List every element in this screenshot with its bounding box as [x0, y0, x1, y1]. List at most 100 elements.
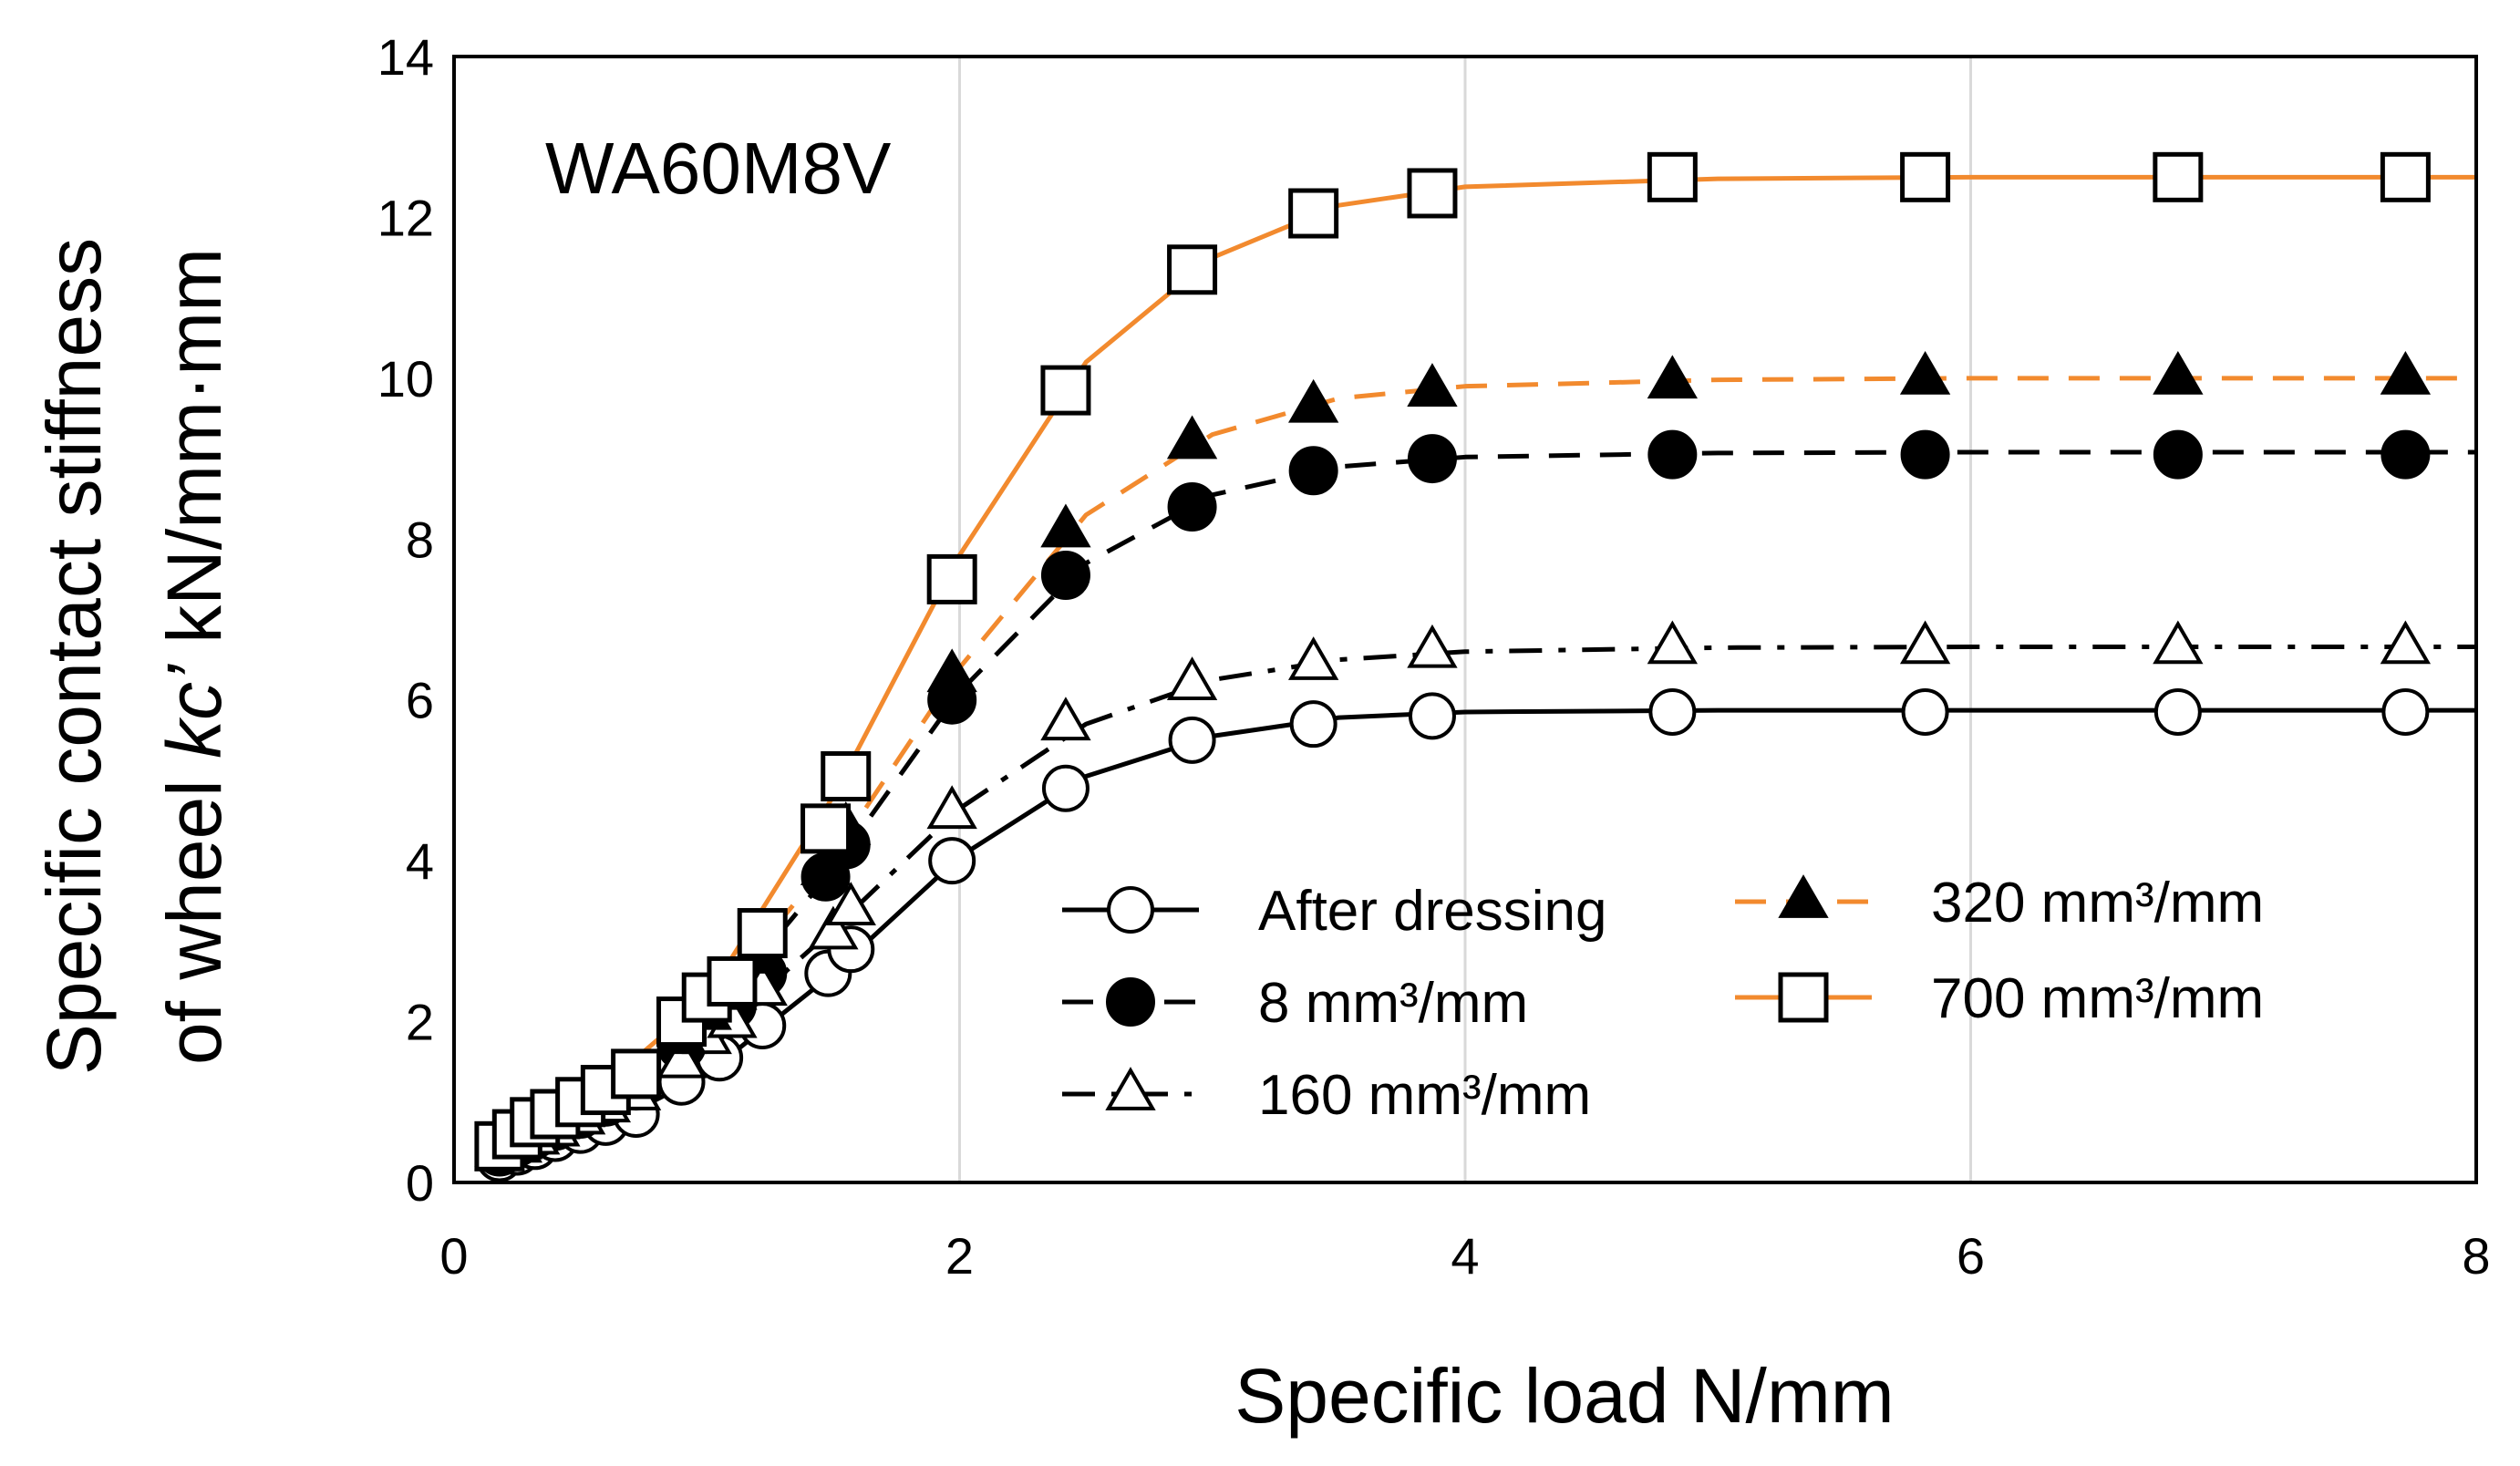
point-s4-18 [1647, 151, 1698, 202]
point-s4-6 [611, 1048, 662, 1100]
legend-item-4: 700 mm³/mm [1735, 967, 2264, 1030]
point-s2-18 [1647, 620, 1699, 665]
point-s3-11 [800, 841, 852, 885]
point-s3-20 [2153, 350, 2204, 395]
point-s1-18 [1647, 429, 1698, 480]
point-s2-19 [1899, 620, 1951, 665]
point-s1-21 [2381, 429, 2431, 480]
point-s0-19 [2153, 687, 2202, 736]
point-s4-20 [2153, 151, 2204, 202]
y-axis-title-2: of wheel kc’ kN/mm·mm [151, 248, 237, 1065]
point-s1-16 [1288, 446, 1338, 496]
point-s3-14 [1040, 503, 1091, 548]
y-axis-title-line2: of wheel kc’ kN/mm·mm [151, 248, 237, 1065]
point-s4-15 [1167, 244, 1218, 295]
point-s0-18 [1901, 687, 1949, 736]
point-s4-9 [707, 955, 758, 1007]
panel-annotation: WA60M8V [545, 128, 892, 209]
point-s0-16 [1408, 692, 1456, 740]
point-s1-20 [2153, 429, 2203, 480]
point-s4-16 [1288, 188, 1339, 239]
point-s4-13 [926, 553, 977, 604]
point-s4-14 [1040, 365, 1091, 416]
point-s2-17 [1407, 624, 1458, 668]
plot-frame [452, 55, 2478, 1184]
y-tick-label-7: 14 [377, 28, 434, 86]
point-s0-15 [1289, 700, 1337, 748]
legend-marker-4 [1778, 972, 1829, 1023]
x-tick-label-3: 6 [1957, 1227, 1985, 1285]
series-4-markers [474, 151, 2431, 1172]
legend-marker-3 [1778, 874, 1829, 918]
point-s0-14 [1168, 716, 1216, 764]
point-s3-15 [1166, 415, 1218, 459]
legend-item-1: 8 mm³/mm [1062, 972, 1528, 1035]
point-s4-12 [821, 751, 872, 802]
legend-label-2: 160 mm³/mm [1258, 1064, 1591, 1127]
y-axis-title-unit: kN/mm·mm [151, 248, 237, 665]
point-s1-15 [1167, 482, 1217, 532]
point-s2-13 [926, 785, 977, 830]
fit-curve-3 [498, 376, 2476, 1154]
point-s0-12 [928, 837, 976, 885]
y-tick-label-2: 4 [406, 832, 434, 890]
x-tick-labels: 0 2 4 6 8 [439, 1227, 2490, 1285]
y-tick-label-6: 12 [377, 189, 434, 246]
legend-label-3: 320 mm³/mm [1931, 872, 2264, 934]
legend-label-0: After dressing [1258, 880, 1607, 943]
legend-label-4: 700 mm³/mm [1931, 967, 2264, 1030]
point-s3-17 [1407, 363, 1458, 407]
x-tick-label-1: 2 [945, 1227, 974, 1285]
y-tick-label-1: 2 [406, 994, 434, 1051]
point-s2-7 [656, 1034, 707, 1079]
legend: After dressing 8 mm³/mm 160 mm³/mm 320 mm³/… [1062, 872, 2264, 1127]
x-tick-label-0: 0 [439, 1227, 468, 1285]
point-s4-10 [737, 908, 788, 959]
point-s3-18 [1647, 355, 1699, 399]
fit-curve-1 [498, 449, 2476, 1157]
legend-marker-2 [1105, 1067, 1156, 1110]
y-tick-label-4: 8 [406, 511, 434, 568]
y-tick-label-3: 6 [406, 672, 434, 729]
point-s0-17 [1648, 687, 1697, 736]
point-s2-15 [1166, 656, 1218, 700]
y-axis-title-line1: Specific contact stiffness [31, 238, 117, 1075]
y-tick-labels: 0 2 4 6 8 10 12 14 [377, 28, 434, 1212]
point-s0-20 [2381, 687, 2430, 736]
point-s2-14 [1040, 697, 1091, 741]
y-axis-title-pre: of wheel [151, 759, 237, 1065]
point-s2-11 [808, 905, 859, 950]
point-s4-19 [1900, 151, 1951, 202]
grid-lines [958, 57, 1972, 1182]
point-s1-19 [1900, 429, 1950, 480]
point-s2-12 [825, 882, 876, 925]
point-s4-17 [1407, 168, 1458, 219]
legend-item-0: After dressing [1062, 880, 1607, 943]
point-s4-11 [800, 803, 852, 854]
point-s3-19 [1899, 350, 1951, 395]
legend-marker-0 [1107, 886, 1154, 934]
y-tick-label-5: 10 [377, 350, 434, 408]
point-s4-21 [2380, 151, 2431, 202]
point-s2-21 [2380, 620, 2432, 665]
y-tick-label-0: 0 [406, 1154, 434, 1212]
legend-marker-1 [1106, 977, 1155, 1027]
point-s2-20 [2153, 620, 2204, 665]
point-s3-16 [1287, 378, 1339, 423]
data-markers [474, 151, 2432, 1182]
x-axis-title: Specific load N/mm [1234, 1353, 1895, 1439]
y-axis-title: Specific contact stiffness [31, 238, 117, 1075]
legend-label-1: 8 mm³/mm [1258, 972, 1528, 1035]
x-tick-label-4: 8 [2462, 1227, 2490, 1285]
point-s3-21 [2380, 350, 2432, 395]
x-tick-label-2: 4 [1451, 1227, 1479, 1285]
point-s3-13 [926, 648, 977, 693]
point-s0-13 [1041, 764, 1090, 812]
point-s1-14 [1040, 550, 1090, 600]
legend-item-3: 320 mm³/mm [1735, 872, 2264, 934]
point-s2-16 [1287, 636, 1339, 680]
point-s1-17 [1407, 434, 1457, 484]
legend-item-2: 160 mm³/mm [1062, 1064, 1591, 1127]
y-axis-title-symbol: kc’ [151, 664, 237, 759]
